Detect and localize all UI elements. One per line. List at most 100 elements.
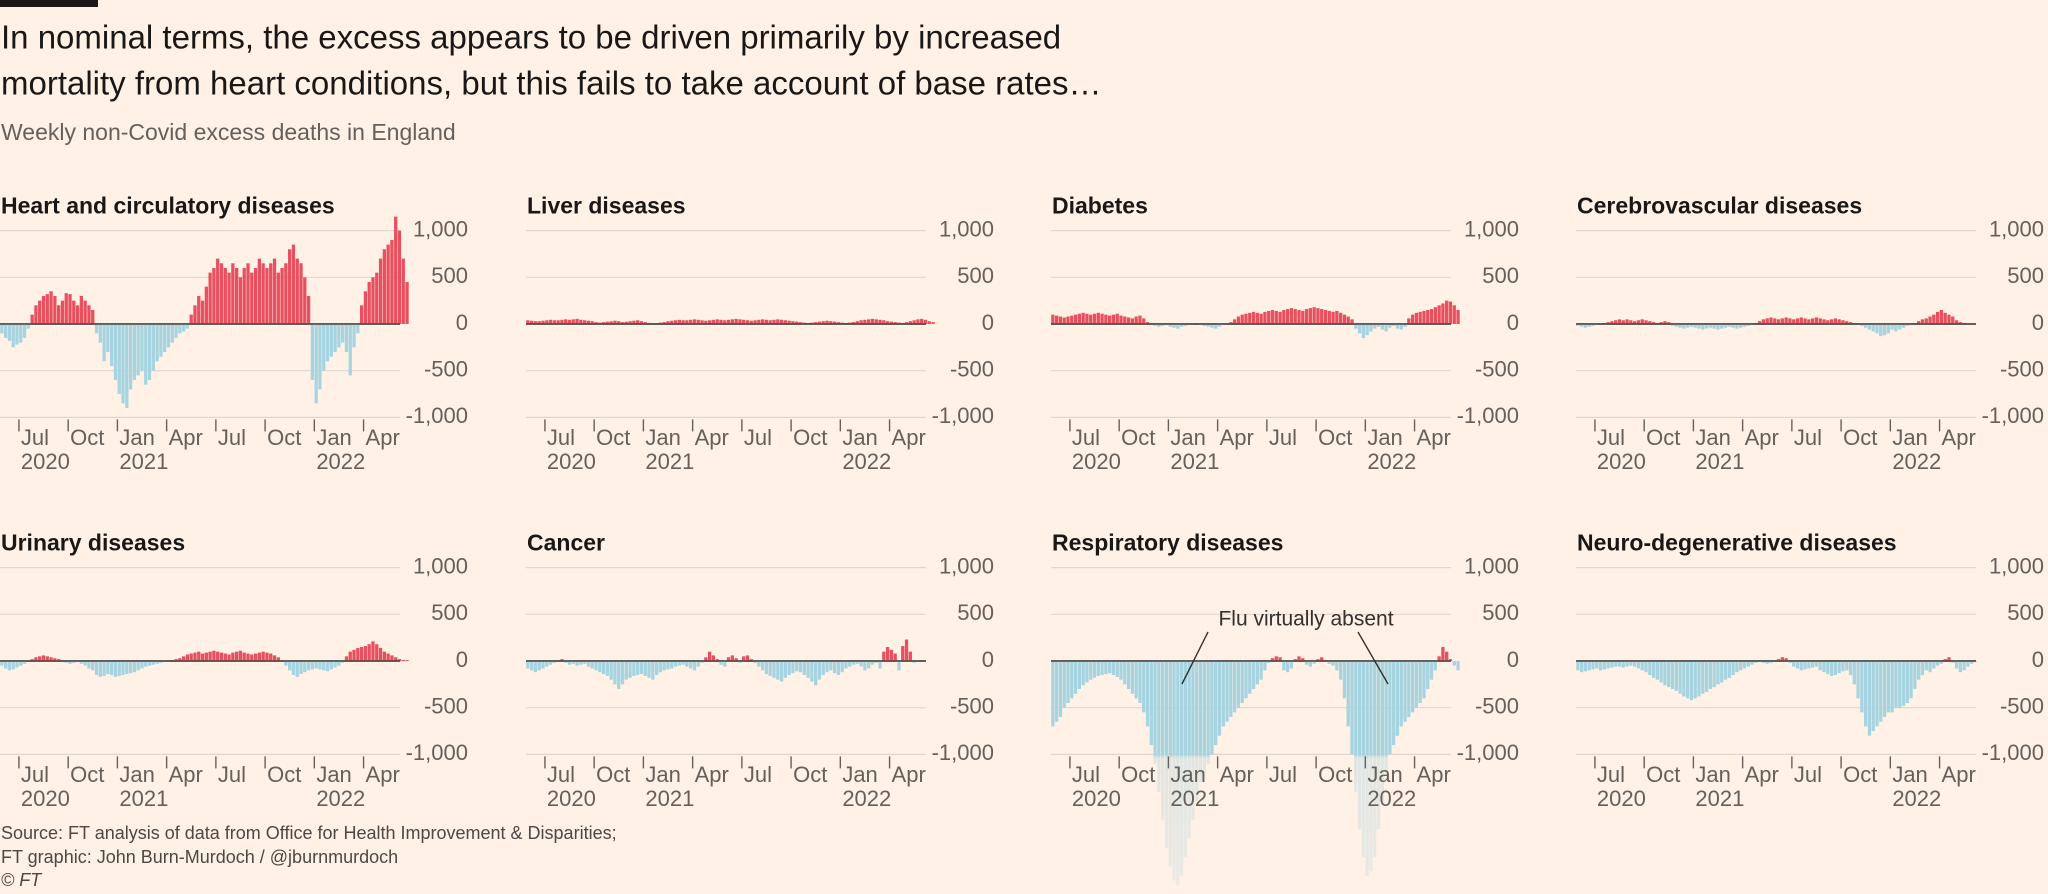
bar [1625,661,1629,667]
x-year-label: 2020 [1597,786,1646,811]
bar [19,661,23,666]
y-tick-label: 0 [1507,310,1519,335]
bar [719,319,723,324]
bar [529,320,534,324]
bar [579,661,583,665]
y-tick-label: 500 [431,263,468,288]
x-tick-label: Jan [842,425,877,450]
bar [1735,661,1739,673]
bar [1195,661,1199,802]
bar [341,661,345,663]
bar [1583,661,1588,672]
bar [178,324,182,334]
bar [1894,661,1898,708]
bar [1138,315,1142,324]
bar [1803,318,1807,324]
bar [1259,661,1263,680]
bar [1898,661,1902,708]
bar [1308,661,1313,667]
bar [1388,661,1392,755]
bar [337,324,341,348]
bar [920,318,924,324]
bar [181,656,186,661]
bar [1217,661,1222,736]
bar [68,294,72,324]
bar [193,652,197,661]
bar [1625,319,1629,324]
y-tick-label: 1,000 [413,216,468,241]
x-tick-label: Jul [1269,762,1297,787]
bar [117,661,121,676]
bar [1388,324,1392,328]
bar [246,653,250,661]
bar [579,319,583,324]
bar [1712,324,1716,329]
bar [261,651,265,661]
bar [193,305,197,324]
x-year-label: 2020 [1072,786,1121,811]
x-tick-label: Apr [1220,762,1254,787]
x-tick-label: Oct [1318,762,1352,787]
bar [912,320,916,324]
bar [1636,661,1641,669]
bar [1134,316,1138,324]
x-tick-label: Jan [316,425,351,450]
bar [1901,661,1906,706]
bar [200,653,205,661]
x-tick-label: Oct [793,762,827,787]
bar [1651,322,1656,324]
bar [242,652,246,661]
bar [1357,324,1362,334]
bar [208,272,212,324]
bar [1663,661,1667,686]
bar [1176,324,1180,329]
bar [121,324,125,404]
bar [666,661,670,670]
x-tick-label: Jan [119,425,154,450]
bar [1810,318,1815,324]
bar [1342,314,1347,324]
bar [1890,324,1894,330]
bar [1316,659,1320,661]
bar [1323,309,1328,324]
bar [386,244,390,324]
bar [1928,661,1932,673]
bar [367,281,371,324]
bar [1807,319,1811,324]
bar [1410,661,1415,713]
bar [151,661,155,665]
bars [0,641,409,677]
bar [140,661,144,669]
bar [83,661,87,666]
bar [238,277,243,324]
bar [692,661,697,671]
bar [628,661,632,678]
bar [643,661,647,676]
bar [1157,661,1161,792]
bar [1244,313,1248,324]
bar [53,658,57,661]
bar [791,661,795,674]
bar [798,322,803,324]
bar [1591,661,1595,670]
bar [314,324,318,404]
bar [1248,312,1252,324]
bar [1191,661,1195,820]
bar [140,324,144,371]
bar [1062,317,1066,324]
bar [246,263,250,324]
bar [1168,324,1172,327]
bar [541,661,545,669]
bar [144,661,148,667]
bar [1327,310,1331,324]
bar [1179,324,1184,327]
bar [844,661,848,669]
bar [1354,661,1358,792]
bar [261,263,265,324]
bar [715,659,719,661]
bar [1172,661,1176,881]
bar [1304,661,1309,665]
bar [1232,319,1237,324]
panel: Neuro-degenerative diseases 1,000 500 0 -500… [1576,530,2044,811]
bar [322,324,326,371]
